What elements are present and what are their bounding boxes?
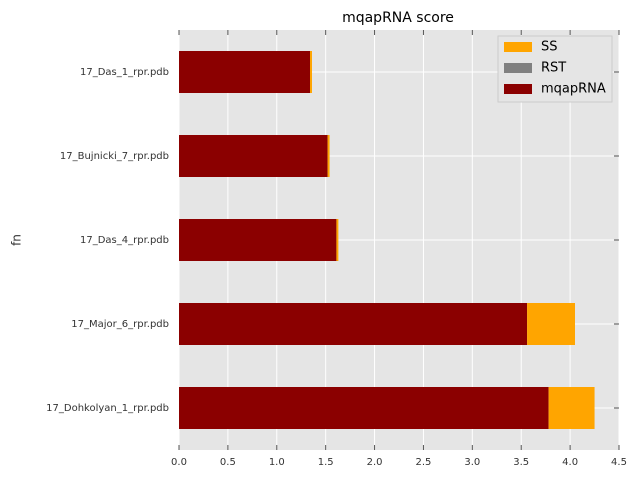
legend-swatch [504,42,532,52]
x-tick-label: 4.0 [562,457,578,468]
x-tick-label: 3.0 [464,457,480,468]
legend: SS RST mqapRNA [497,35,613,103]
bar [179,219,337,261]
x-tick-label: 0.0 [171,457,187,468]
legend-swatch [504,63,532,73]
bar [527,303,575,345]
bar [179,51,311,93]
x-tick-label: 4.5 [611,457,627,468]
bar [179,303,528,345]
x-tick-label: 0.5 [220,457,236,468]
x-tick-label: 2.5 [415,457,431,468]
bar [310,51,312,93]
x-tick-label: 2.0 [367,457,383,468]
x-tick-label: 1.5 [318,457,334,468]
y-tick-label: 17_Dohkolyan_1_rpr.pdb [46,403,169,414]
y-axis-label: fn [10,234,24,246]
legend-label: mqapRNA [541,82,606,97]
x-tick-label: 3.5 [513,457,529,468]
bar [179,387,549,429]
legend-label: RST [541,61,566,76]
bar [327,135,330,177]
legend-label: SS [541,40,558,55]
bar [548,387,595,429]
x-tick-label: 1.0 [269,457,285,468]
chart-title: mqapRNA score [342,10,454,26]
y-tick-label: 17_Major_6_rpr.pdb [71,319,169,330]
legend-swatch [504,84,532,94]
y-tick-label: 17_Das_4_rpr.pdb [80,235,169,246]
y-tick-label: 17_Bujnicki_7_rpr.pdb [60,151,169,162]
bar [179,135,328,177]
y-tick-label: 17_Das_1_rpr.pdb [80,67,169,78]
bar [336,219,339,261]
